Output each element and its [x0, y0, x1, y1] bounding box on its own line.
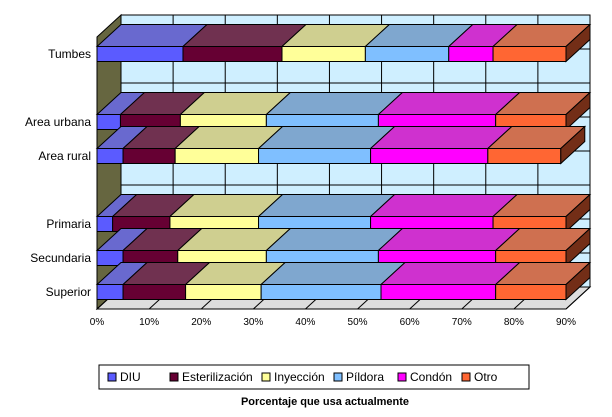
bar-segment-7-4 [380, 284, 497, 300]
bar-segment-7-0 [96, 284, 124, 300]
bar-top-5-4 [369, 194, 519, 217]
x-axis-title: Porcentaje que usa actualmente [241, 396, 409, 408]
bar-segment-7-5 [495, 284, 567, 300]
bar-segment-0-3 [364, 46, 450, 62]
category-label: Superior [46, 285, 91, 299]
bar-end-7 [565, 261, 591, 301]
bar-top-7-3 [259, 262, 407, 285]
grid-line-floor [565, 286, 591, 310]
bar-segment-0-2 [281, 46, 366, 62]
bar-segment-3-4 [370, 148, 489, 164]
x-tick-label: 60% [400, 317, 420, 328]
bar-segment-2-0 [96, 114, 121, 130]
category-labels: Tumbes Area urbana Area rural Primaria Secun… [25, 47, 91, 299]
category-label: Tumbes [48, 47, 91, 61]
legend-label-4: Condón [410, 370, 452, 384]
category-label: Area urbana [25, 115, 91, 129]
bar-segment-0-0 [96, 46, 184, 62]
x-tick-label: 90% [556, 317, 576, 328]
x-tick-label: 0% [90, 317, 105, 328]
bar-end-3 [560, 125, 586, 165]
legend-label-5: Otro [474, 370, 498, 384]
bar-segment-0-5 [492, 46, 567, 62]
category-label: Area rural [38, 149, 91, 163]
x-tick-label: 50% [348, 317, 368, 328]
legend-swatch-0 [107, 372, 117, 382]
legend-swatch-5 [461, 372, 471, 382]
category-label: Primaria [46, 217, 91, 231]
legend-swatch-3 [333, 372, 343, 382]
bar-segment-6-0 [96, 250, 124, 266]
bar-segment-3-0 [96, 148, 124, 164]
category-label: Secundaria [30, 251, 91, 265]
legend-label-0: DIU [120, 370, 141, 384]
bar-segment-3-1 [122, 148, 176, 164]
bar-end-2 [565, 91, 591, 131]
x-tick-label: 40% [295, 317, 315, 328]
bar-segment-5-0 [96, 216, 114, 232]
x-tick-label: 70% [452, 317, 472, 328]
bar-segment-7-2 [185, 284, 262, 300]
bar-segment-7-3 [260, 284, 382, 300]
bar-end-6 [565, 227, 591, 267]
bar-end-0 [565, 23, 591, 63]
legend-label-2: Inyección [274, 370, 325, 384]
x-tick-label: 10% [139, 317, 159, 328]
bar-segment-0-1 [182, 46, 283, 62]
legend: DIU Esterilización Inyección Píldora Condón O… [98, 364, 530, 390]
bar-segment-3-2 [174, 148, 260, 164]
legend-swatch-2 [261, 372, 271, 382]
bar-top-6-4 [377, 228, 521, 251]
x-tick-label: 30% [243, 317, 263, 328]
legend-label-3: Píldora [346, 370, 384, 384]
legend-label-1: Esterilización [182, 370, 253, 384]
x-tick-label: 80% [504, 317, 524, 328]
x-tick-labels: 0% 10% 20% 30% 40% 50% 60% 70% 80% 90% [90, 317, 576, 328]
legend-box [98, 364, 530, 390]
bar-segment-0-4 [448, 46, 494, 62]
legend-swatch-1 [169, 372, 179, 382]
bars [95, 23, 592, 301]
bar-segment-3-5 [487, 148, 562, 164]
legend-swatch-4 [397, 372, 407, 382]
bar-segment-3-3 [258, 148, 372, 164]
x-tick-label: 20% [191, 317, 211, 328]
bar-segment-7-1 [122, 284, 187, 300]
bar-top-3-4 [369, 126, 514, 149]
bar-end-5 [565, 193, 591, 233]
bar-top-2-4 [377, 92, 521, 115]
